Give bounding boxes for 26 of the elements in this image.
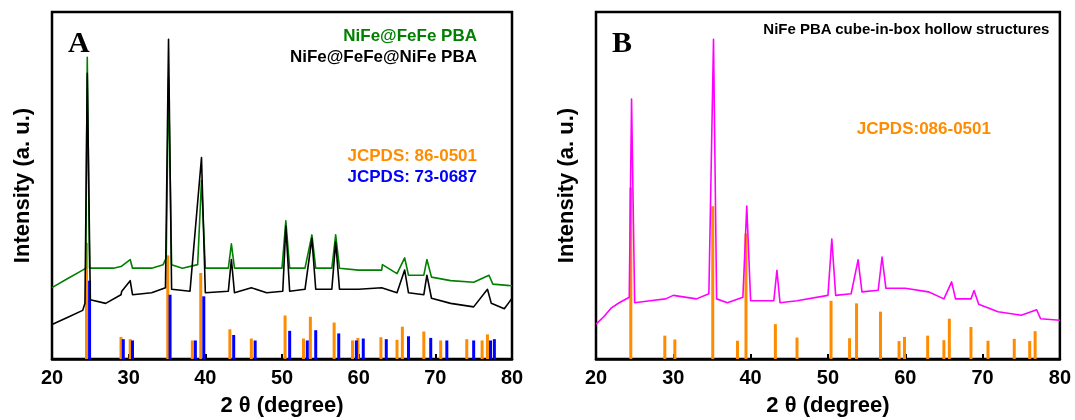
- x-tick-label: 20: [40, 366, 64, 388]
- text: JCPDS:086-0501: [856, 119, 991, 138]
- x-axis-title: 2 θ (degree): [766, 391, 890, 417]
- x-tick-label: 80: [1048, 366, 1071, 388]
- text: JCPDS: 73-0687: [347, 167, 477, 186]
- x-axis-title: 2 θ (degree): [220, 391, 344, 417]
- y-axis-title: Intensity (a. u.): [552, 107, 578, 264]
- x-tick-label: 30: [117, 366, 140, 388]
- annotation: A: [68, 24, 90, 58]
- x-tick-label: 80: [500, 366, 524, 388]
- x-tick-label: 60: [347, 366, 370, 388]
- text: NiFe@FeFe@NiFe PBA: [289, 47, 477, 66]
- x-tick-label: 70: [971, 366, 994, 388]
- x-tick-label: 30: [662, 366, 685, 388]
- x-tick-label: 20: [584, 366, 608, 388]
- text: JCPDS: 86-0501: [347, 146, 477, 165]
- text: NiFe@FeFe PBA: [343, 26, 477, 45]
- x-tick-label: 70: [424, 366, 447, 388]
- annotation: B: [612, 24, 633, 58]
- x-tick-label: 40: [739, 366, 762, 388]
- x-tick-label: 50: [816, 366, 840, 388]
- x-tick-label: 40: [194, 366, 217, 388]
- x-tick-label: 50: [270, 366, 294, 388]
- y-axis-title: Intensity (a. u.): [8, 107, 34, 264]
- x-tick-label: 60: [894, 366, 917, 388]
- chart-title: NiFe PBA cube-in-box hollow structures: [763, 20, 1050, 37]
